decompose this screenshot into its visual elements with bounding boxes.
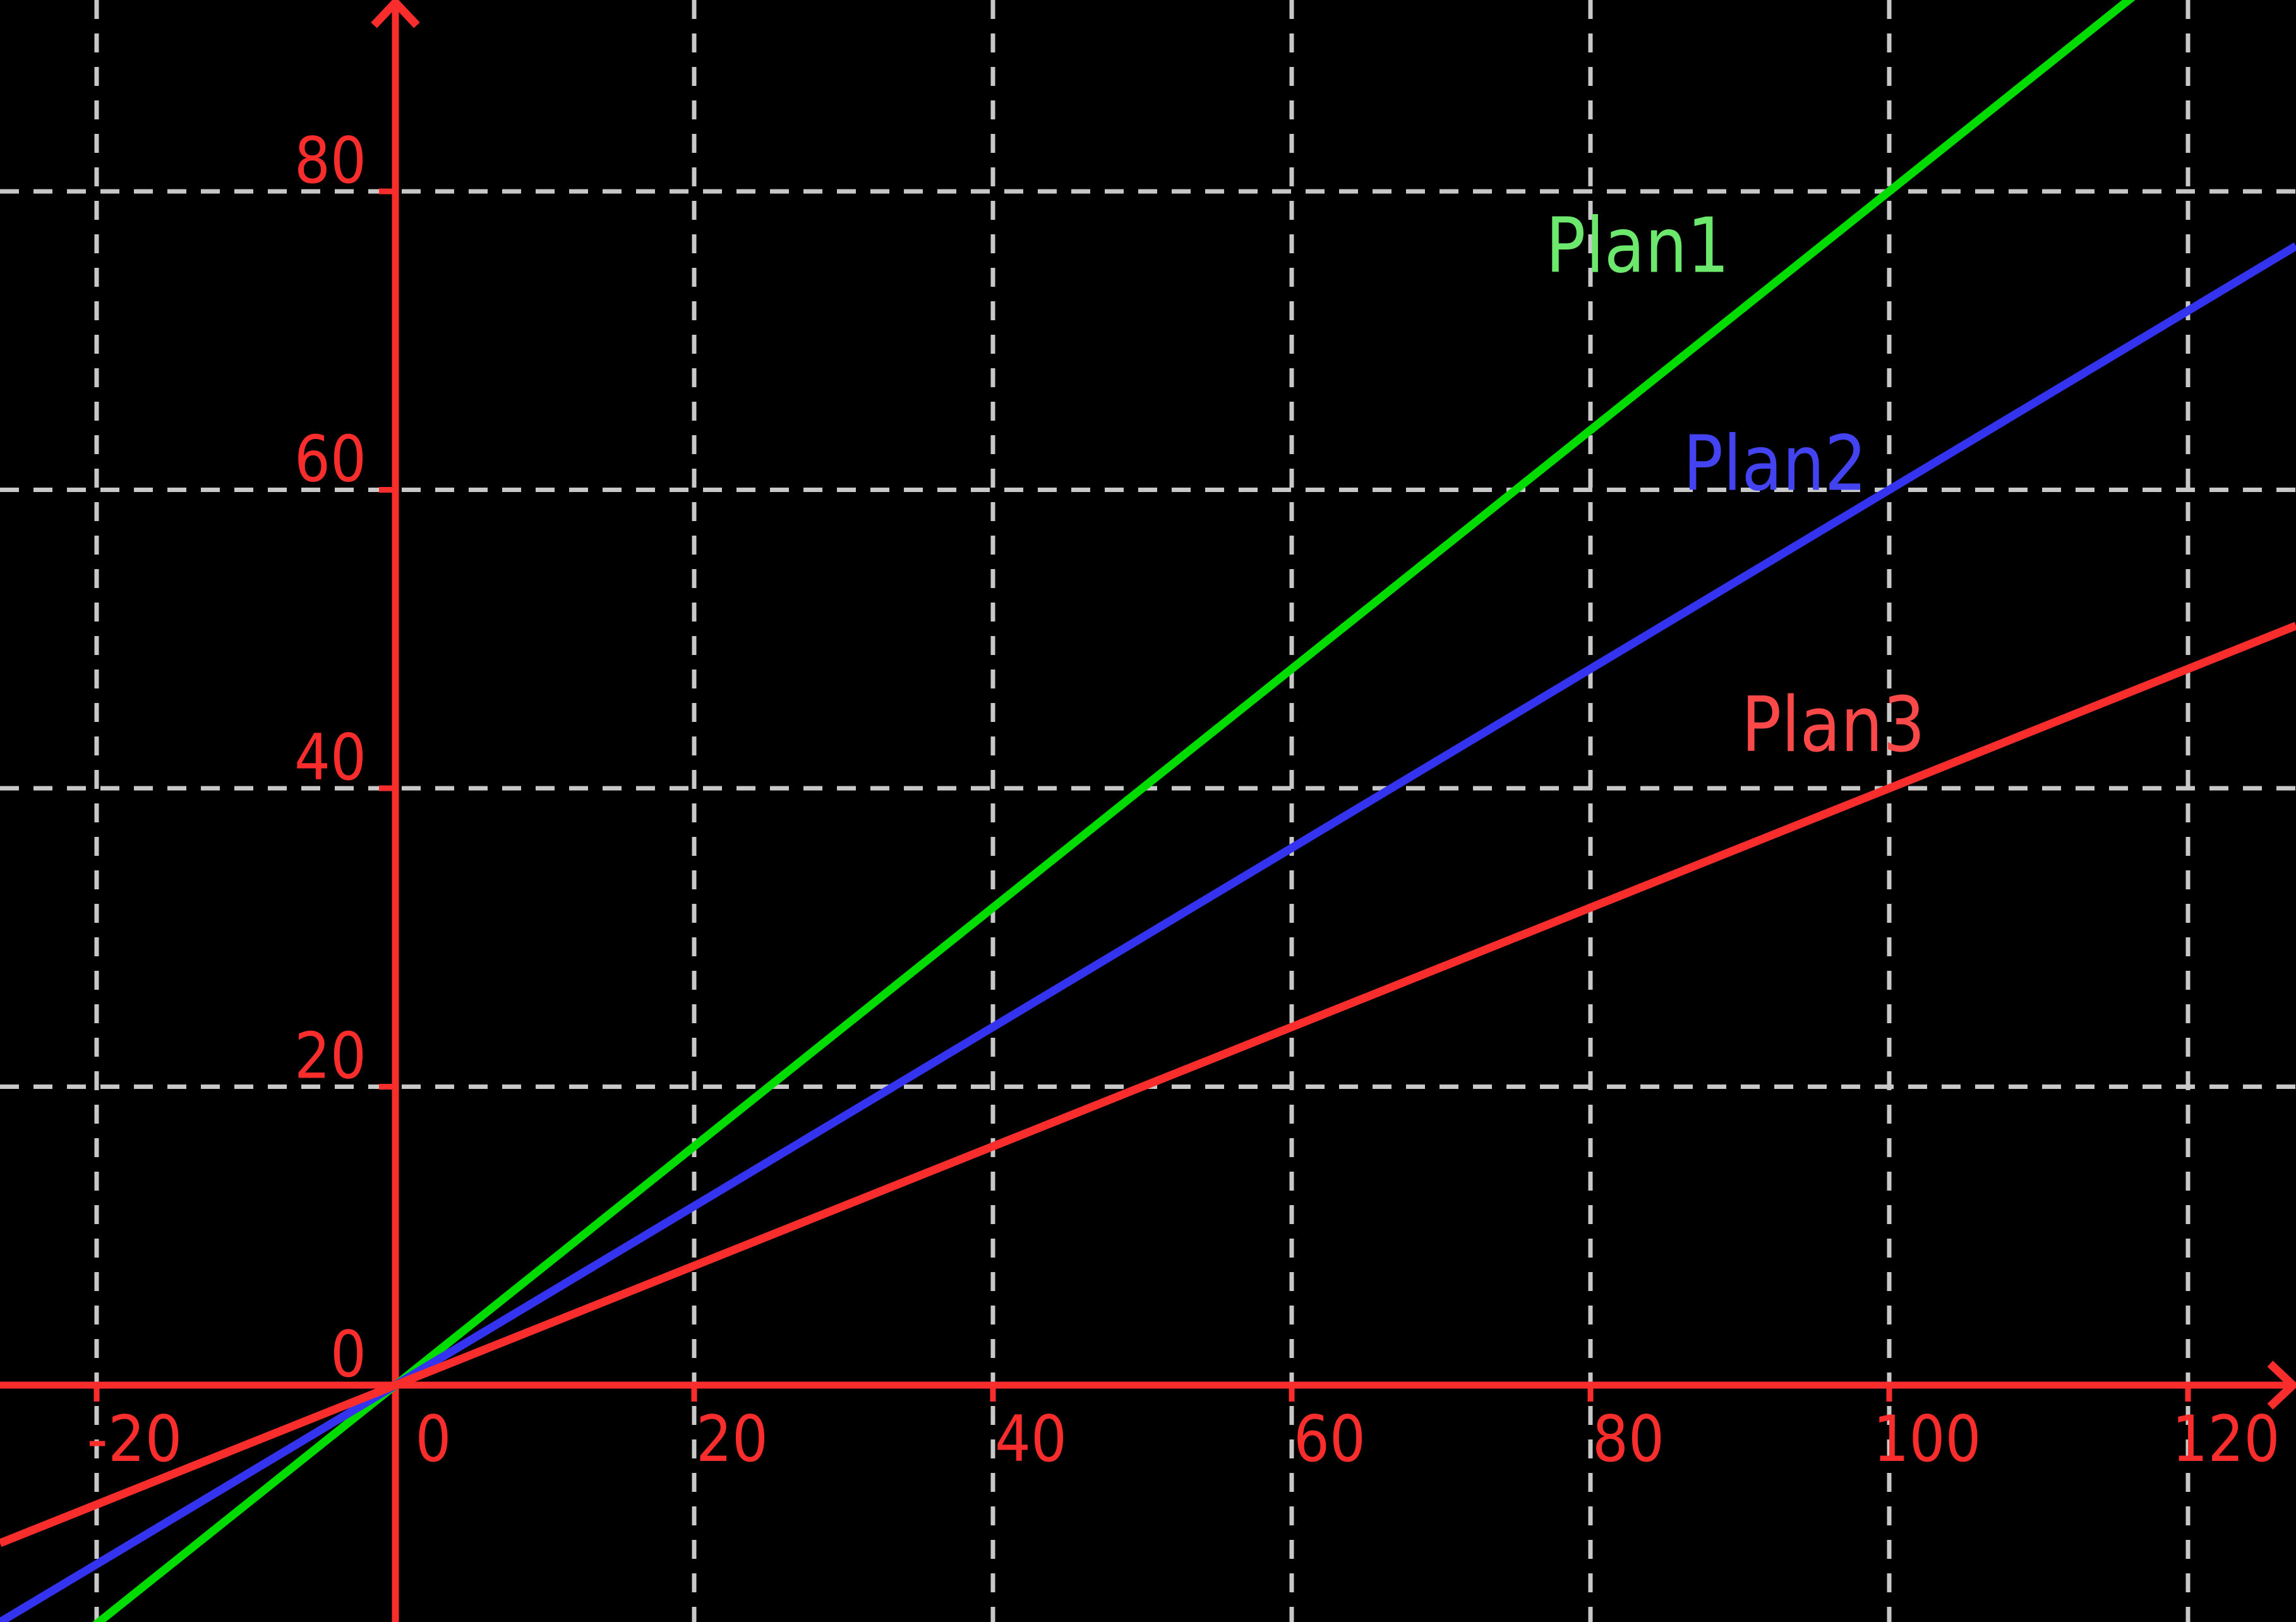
x-tick-label-80: 80 <box>1592 1402 1664 1476</box>
x-tick-label-60: 60 <box>1294 1402 1366 1476</box>
series-label-plan1: Plan1 <box>1546 203 1729 291</box>
y-tick-label-60: 60 <box>294 422 366 496</box>
x-tick-label-0: 0 <box>416 1402 452 1476</box>
x-axis-arrow <box>2267 1361 2296 1410</box>
y-tick-label-20: 20 <box>294 1019 366 1093</box>
y-tick-label-0: 0 <box>330 1317 366 1391</box>
series-label-plan2: Plan2 <box>1683 421 1867 508</box>
series-label-plan3: Plan3 <box>1741 682 1925 769</box>
y-axis-arrow <box>371 0 420 28</box>
x-tick-label-40: 40 <box>995 1402 1067 1476</box>
series-line-plan3 <box>0 622 2296 1547</box>
y-tick-label-80: 80 <box>294 123 366 198</box>
x-tick-label-100: 100 <box>1873 1402 1981 1476</box>
y-tick-label-40: 40 <box>294 720 366 795</box>
x-tick-label--20: -20 <box>87 1402 183 1476</box>
x-tick-label-20: 20 <box>696 1402 768 1476</box>
x-tick-label-120: 120 <box>2172 1402 2280 1476</box>
